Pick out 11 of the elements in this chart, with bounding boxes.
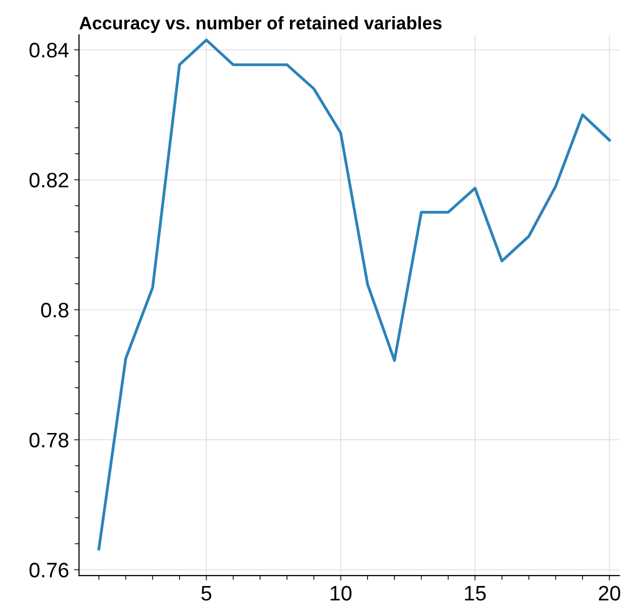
- x-tick-label: 5: [201, 586, 212, 601]
- x-tick-label: 20: [598, 586, 620, 601]
- x-tick-label: 15: [465, 586, 486, 601]
- y-tick-label: 0.84: [30, 42, 69, 58]
- y-tick-label: 0.8: [41, 302, 68, 318]
- x-tick-label: 10: [330, 586, 352, 601]
- y-tick-label: 0.76: [30, 562, 68, 578]
- y-tick-label: 0.82: [30, 172, 68, 188]
- chart-title: Accuracy vs. number of retained variables: [79, 16, 442, 34]
- line-series: [97, 38, 611, 550]
- y-tick-label: 0.78: [30, 432, 68, 448]
